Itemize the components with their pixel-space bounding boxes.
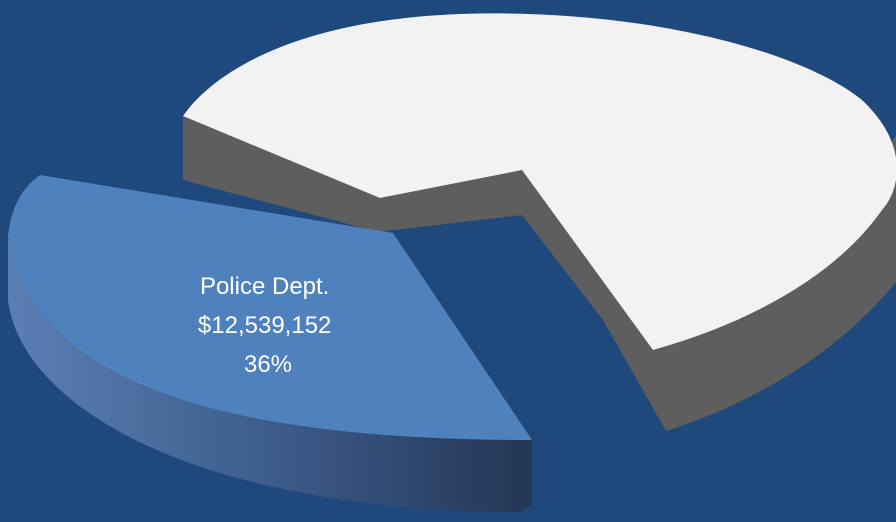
pie-slice-police-dept: [8, 175, 532, 512]
pie-slice-police-dept-side: [8, 235, 532, 512]
pie-slice-remaining-top: [183, 13, 896, 350]
pie-slice-remaining: [183, 13, 896, 431]
slice-label-value: $12,539,152: [198, 312, 331, 339]
pie-slice-label: Police Dept. $12,539,152 36%: [198, 273, 338, 378]
slice-label-name: Police Dept.: [200, 273, 329, 300]
slice-label-percent: 36%: [244, 351, 292, 378]
pie-slice-remaining-side: [183, 116, 896, 431]
pie-slice-police-dept-top: [8, 175, 532, 440]
